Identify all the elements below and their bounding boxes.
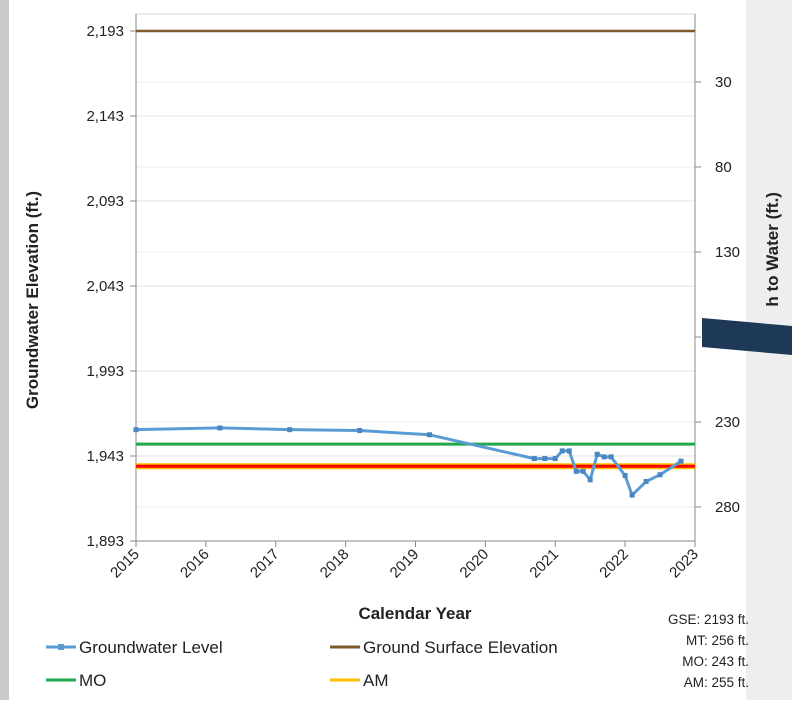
data-point [629,492,635,498]
pointer-arrow-overlay [702,318,792,355]
data-point [566,448,572,454]
x-tick-label: 2016 [177,546,213,582]
grid [136,30,695,542]
data-point [357,428,363,433]
y-tick-label: 2,193 [86,23,124,40]
data-point [542,456,548,462]
x-axis-title: Calendar Year [358,604,471,623]
data-point [643,479,649,484]
plot-frame [135,13,696,542]
x-tick-label: 2020 [457,546,493,582]
data-point [580,468,586,474]
y2-tick-label: 130 [715,244,740,261]
data-point [573,468,579,474]
x-tick-label: 2019 [387,546,423,582]
legend-label: MO [79,671,106,690]
data-point [594,451,600,457]
legend: Groundwater Level Ground Surface Elevatio… [46,638,558,690]
threshold-notes: GSE: 2193 ft. MT: 256 ft. MO: 243 ft. AM: 2… [668,612,749,690]
y-tick-label: 1,893 [86,533,124,550]
legend-label: Groundwater Level [79,638,223,657]
data-point [622,473,628,479]
data-point [608,454,614,460]
x-tick-label: 2021 [526,546,562,582]
data-point [531,456,537,462]
y-tick-label: 1,993 [86,363,124,380]
legend-label: Ground Surface Elevation [363,638,558,657]
y-tick-label: 1,943 [86,448,124,465]
y-axis-title: Groundwater Elevation (ft.) [23,191,42,409]
tick-labels: 2,193 2,143 2,093 2,043 1,993 1,943 1,893 30 80 1… [86,23,740,581]
data-point [133,427,139,433]
data-point [287,427,293,433]
x-tick-label: 2023 [666,546,702,582]
data-point [559,448,565,454]
y2-tick-label: 30 [715,74,732,91]
series [133,29,695,498]
data-point [217,425,223,431]
x-tick-label: 2022 [596,546,632,582]
y2-tick-label: 280 [715,499,740,516]
series-groundwater-level [135,426,682,497]
legend-label: AM [363,671,389,690]
x-tick-label: 2015 [107,546,143,582]
y2-tick-label: 230 [715,414,740,431]
data-point [678,458,684,464]
left-border-strip [0,0,9,700]
data-point [601,454,607,460]
note-line: AM: 255 ft. [684,675,749,690]
y2-axis-title: De h to Water (ft.) [763,192,782,352]
note-line: MT: 256 ft. [686,633,749,648]
y2-tick-label: 80 [715,159,732,176]
y-tick-label: 2,143 [86,108,124,125]
x-tick-label: 2017 [247,546,283,582]
y-tick-label: 2,043 [86,278,124,295]
data-point [587,477,593,483]
note-line: MO: 243 ft. [682,654,749,669]
legend-marker [58,644,64,650]
axes [130,14,701,547]
data-point [657,472,663,478]
y-tick-label: 2,093 [86,193,124,210]
data-point [552,456,558,462]
data-point [426,432,432,438]
x-tick-label: 2018 [317,546,353,582]
note-line: GSE: 2193 ft. [668,612,749,627]
